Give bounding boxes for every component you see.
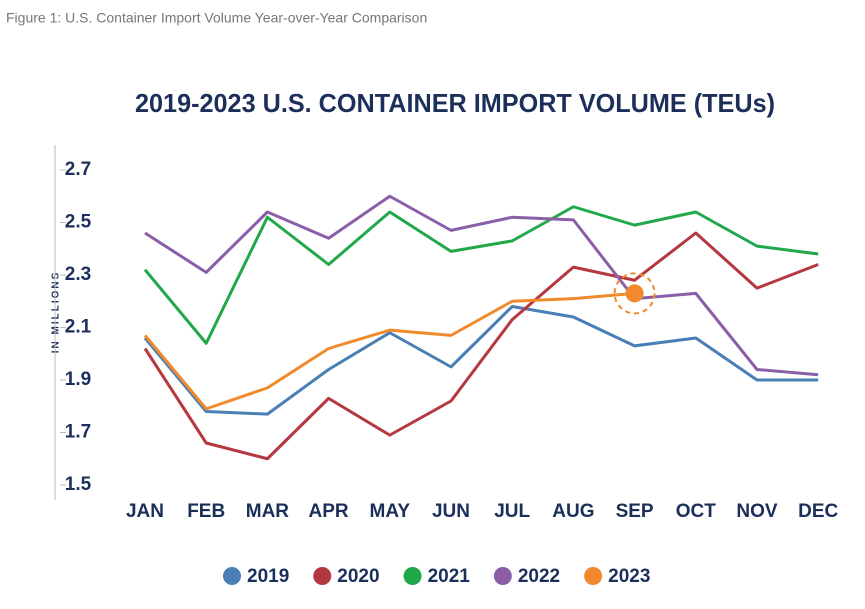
x-tick-label: JAN [126, 501, 164, 522]
x-tick-label: MAR [246, 501, 290, 522]
chart-title: 2019-2023 U.S. CONTAINER IMPORT VOLUME (… [135, 88, 775, 118]
legend-swatch [313, 567, 332, 585]
series-line [143, 231, 819, 461]
x-tick-label: AUG [552, 501, 594, 522]
x-tick-label: FEB [187, 501, 225, 522]
legend-label: 2022 [518, 566, 560, 587]
legend-label: 2023 [608, 566, 650, 587]
x-tick-label: JUL [494, 501, 530, 522]
y-tick-label: 1.9 [65, 369, 91, 390]
series-line [143, 305, 819, 416]
x-tick-label: SEP [616, 501, 654, 522]
highlight-point [625, 284, 644, 303]
y-tick-label: 1.5 [65, 474, 92, 495]
legend-label: 2021 [428, 566, 471, 587]
y-tick-label: 2.3 [65, 264, 91, 285]
legend-swatch [584, 567, 603, 585]
x-tick-label: JUN [432, 501, 470, 522]
caption: Figure 1: U.S. Container Import Volume Y… [6, 10, 427, 26]
series-line [144, 194, 819, 377]
x-tick-label: APR [309, 501, 349, 522]
y-tick-label: 1.7 [65, 422, 91, 443]
legend-swatch [223, 567, 241, 585]
y-axis-label: IN MILLIONS [51, 271, 62, 354]
highlight-ring [613, 272, 656, 315]
y-tick-label: 2.5 [65, 212, 92, 233]
series-line [143, 291, 635, 411]
x-tick-label: DEC [798, 501, 838, 522]
legend-label: 2020 [337, 566, 379, 587]
x-tick-label: NOV [736, 501, 778, 522]
y-tick-label: 2.7 [65, 159, 91, 180]
legend-swatch [403, 567, 422, 585]
series-line [143, 205, 819, 345]
y-tick-label: 2.1 [65, 317, 92, 338]
x-tick-label: OCT [676, 501, 717, 522]
legend-label: 2019 [247, 566, 289, 587]
x-tick-label: MAY [370, 501, 411, 522]
legend-swatch [493, 567, 512, 585]
